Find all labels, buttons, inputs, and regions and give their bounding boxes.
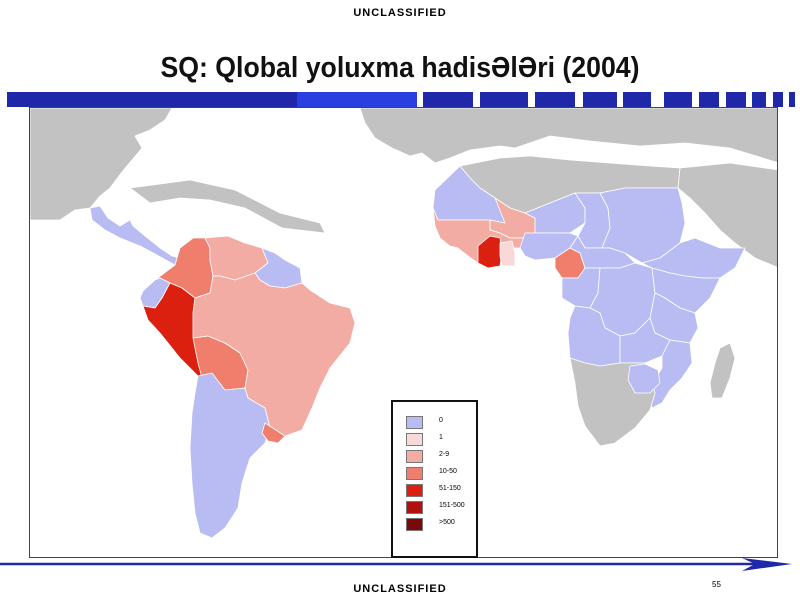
title-bar-segment: [664, 92, 692, 107]
arrow-icon: [742, 558, 792, 571]
legend-label: >500: [439, 519, 455, 526]
map-legend: 0 1 2-9 10-50 51-150 151-500 >500: [391, 400, 478, 558]
title-bar-segment: [423, 92, 473, 107]
legend-item-5: 151-500: [406, 501, 476, 517]
title-bar-segment: [480, 92, 528, 107]
bottom-arrow-rule: [0, 558, 792, 571]
title-bar-segment: [297, 92, 417, 107]
map-frame: [29, 107, 778, 558]
legend-label: 0: [439, 417, 443, 424]
region-caribbean: [129, 179, 326, 234]
legend-label: 10-50: [439, 468, 457, 475]
region-brazil: [192, 272, 356, 437]
region-europe: [359, 108, 777, 164]
page-number: 55: [712, 580, 721, 589]
region-ghana: [499, 240, 516, 267]
legend-swatch: [406, 501, 423, 514]
region-malawi-moz: [647, 339, 693, 409]
legend-swatch: [406, 467, 423, 480]
legend-label: 2-9: [439, 451, 450, 458]
title-bar-segment: [789, 92, 795, 107]
title-bar-segment: [699, 92, 719, 107]
region-uruguay: [261, 422, 286, 444]
title-bar-segment: [583, 92, 617, 107]
title-bar-segment: [726, 92, 746, 107]
legend-item-2: 2-9: [406, 450, 476, 466]
title-bar-segment: [623, 92, 651, 107]
legend-swatch: [406, 518, 423, 531]
region-central-america: [89, 205, 181, 266]
title-bar-segment: [773, 92, 783, 107]
classification-header: UNCLASSIFIED: [353, 7, 447, 19]
slide-title: SQ: Qlobal yoluxma hadisƏlƏri (2004): [160, 52, 640, 84]
region-madagascar: [709, 342, 736, 399]
legend-label: 151-500: [439, 502, 465, 509]
legend-swatch: [406, 416, 423, 429]
legend-item-0: 0: [406, 416, 476, 432]
legend-item-1: 1: [406, 433, 476, 449]
title-bar-segment: [752, 92, 766, 107]
legend-item-6: >500: [406, 518, 476, 534]
legend-swatch: [406, 450, 423, 463]
region-middle-east: [677, 162, 777, 268]
title-decoration-bar: [7, 92, 795, 107]
title-bar-segment: [535, 92, 575, 107]
region-niger: [524, 192, 586, 234]
legend-label: 51-150: [439, 485, 461, 492]
legend-label: 1: [439, 434, 443, 441]
legend-swatch: [406, 484, 423, 497]
classification-footer: UNCLASSIFIED: [353, 583, 447, 595]
region-zimbabwe: [627, 363, 661, 394]
legend-item-3: 10-50: [406, 467, 476, 483]
legend-swatch: [406, 433, 423, 446]
legend-item-4: 51-150: [406, 484, 476, 500]
region-north-america: [30, 108, 173, 221]
region-southern-cone: [189, 372, 271, 539]
choropleth-map: [30, 108, 777, 539]
